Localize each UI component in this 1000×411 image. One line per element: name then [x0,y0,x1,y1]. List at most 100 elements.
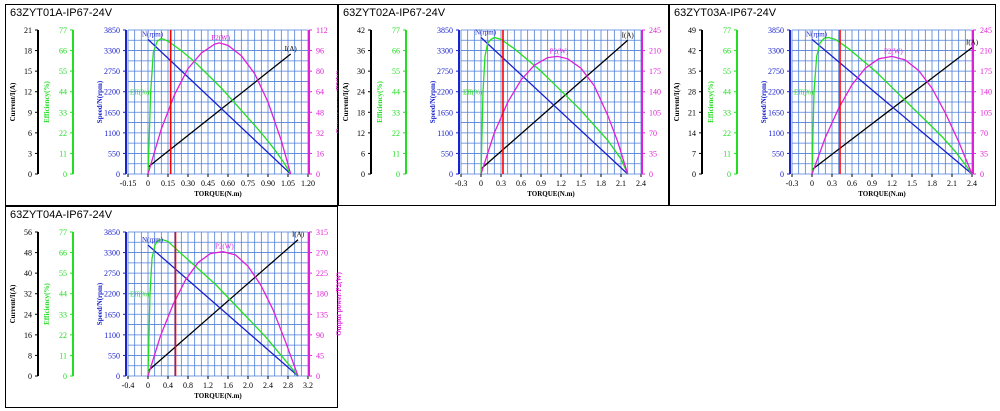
speed-tick-label: 550 [441,149,453,158]
efficiency-tick-label: 77 [59,228,67,237]
x-tick-label: 1.5 [907,179,917,188]
x-tick-label: -0.15 [120,179,137,188]
efficiency-tick-label: 77 [392,26,400,35]
grid [791,29,973,175]
efficiency-tick-label: 55 [59,67,67,76]
current-tick-label: 24 [357,88,365,97]
current-tick-label: 0 [28,170,32,179]
current-tick-label: 6 [28,129,32,138]
label-efficiency: Eff(%) [794,89,814,97]
speed-tick-label: 550 [108,149,120,158]
speed-tick-label: 2200 [437,88,453,97]
efficiency-tick-label: 11 [723,149,731,158]
power-tick-label: 70 [649,129,657,138]
series-current-line [811,47,973,171]
current-tick-label: 9 [28,108,32,117]
current-tick-label: 0 [28,372,32,381]
x-tick-label: 2.4 [263,381,273,390]
power-tick-label: 45 [316,351,324,360]
current-tick-label: 12 [24,88,32,97]
efficiency-tick-label: 66 [723,47,731,56]
speed-tick-label: 2750 [104,67,120,76]
current-tick-label: 0 [692,170,696,179]
current-tick-label: 3 [28,149,32,158]
efficiency-tick-label: 22 [392,129,400,138]
power-tick-label: 245 [649,26,661,35]
x-axis-label: TORQUE(N.m) [194,190,242,198]
current-tick-label: 32 [24,290,32,299]
power-tick-label: 245 [980,26,992,35]
speed-axis-title: Speed/N(rpm) [96,282,104,325]
series-speed-line [147,244,299,377]
grid [127,231,309,377]
efficiency-axis-title: Efficiency(%) [43,81,51,123]
efficiency-tick-label: 33 [723,108,731,117]
speed-tick-label: 2200 [104,290,120,299]
efficiency-axis-title: Efficiency(%) [43,283,51,325]
x-tick-label: 0.3 [496,179,506,188]
current-tick-label: 18 [357,108,365,117]
power-tick-label: 90 [316,331,324,340]
power-tick-label: 270 [316,249,328,258]
power-tick-label: 80 [316,67,324,76]
series-speed-line [147,38,292,175]
x-tick-label: 1.8 [596,179,606,188]
label-speed: N(rpm) [142,30,164,38]
series-speed-line [480,37,629,175]
speed-tick-label: 3850 [768,26,784,35]
x-tick-label: 0.9 [536,179,546,188]
label-current: I(A) [292,231,305,239]
x-tick-label: 0.3 [827,179,837,188]
efficiency-tick-label: 77 [723,26,731,35]
efficiency-tick-label: 0 [727,170,731,179]
x-tick-label: 2.0 [243,381,253,390]
speed-tick-label: 1650 [104,108,120,117]
label-power: P2(W) [215,243,234,251]
efficiency-tick-label: 44 [59,290,67,299]
x-tick-label: 0.8 [183,381,193,390]
speed-tick-label: 0 [780,170,784,179]
speed-tick-label: 1100 [768,129,784,138]
current-tick-label: 49 [688,26,696,35]
series-power-line [811,55,973,175]
x-tick-label: 0.6 [516,179,526,188]
current-tick-label: 6 [361,149,365,158]
efficiency-tick-label: 11 [392,149,400,158]
speed-tick-label: 1650 [768,108,784,117]
power-tick-label: 105 [649,108,661,117]
x-tick-label: 2.4 [636,179,646,188]
speed-tick-label: 0 [449,170,453,179]
speed-tick-label: 0 [116,170,120,179]
x-tick-label: -0.3 [455,179,468,188]
x-tick-label: 1.8 [927,179,937,188]
x-tick-label: 2.1 [616,179,626,188]
series-efficiency-line [147,37,292,175]
current-tick-label: 28 [688,88,696,97]
efficiency-tick-label: 0 [63,372,67,381]
chart-panel-63zyt01a: 63ZYT01A-IP67-24V -0.15 0 0.15 0.30 0.45 0.60… [5,4,343,206]
efficiency-tick-label: 66 [59,249,67,258]
current-tick-label: 48 [24,249,32,258]
efficiency-tick-label: 44 [723,88,731,97]
speed-tick-label: 1100 [437,129,453,138]
x-tick-label: 1.5 [576,179,586,188]
x-tick-label: 0 [146,381,150,390]
current-axis-title: Current/I(A) [673,82,681,121]
current-tick-label: 24 [24,310,32,319]
efficiency-tick-label: 77 [59,26,67,35]
efficiency-tick-label: 22 [59,129,67,138]
x-tick-label: 3.2 [303,381,313,390]
chart-title: 63ZYT01A-IP67-24V [10,7,113,19]
x-tick-label: 1.2 [887,179,897,188]
power-tick-label: 0 [980,170,984,179]
current-tick-label: 14 [688,129,696,138]
label-power: P2(W) [884,47,903,55]
efficiency-tick-label: 11 [59,351,67,360]
power-tick-label: 180 [316,290,328,299]
x-tick-label: -0.3 [786,179,799,188]
power-tick-label: 140 [980,88,992,97]
efficiency-axis-title: Efficiency(%) [707,81,715,123]
efficiency-axis-title: Efficiency(%) [376,81,384,123]
series-power-line [147,42,292,175]
current-axis-title: Current/I(A) [9,284,17,323]
